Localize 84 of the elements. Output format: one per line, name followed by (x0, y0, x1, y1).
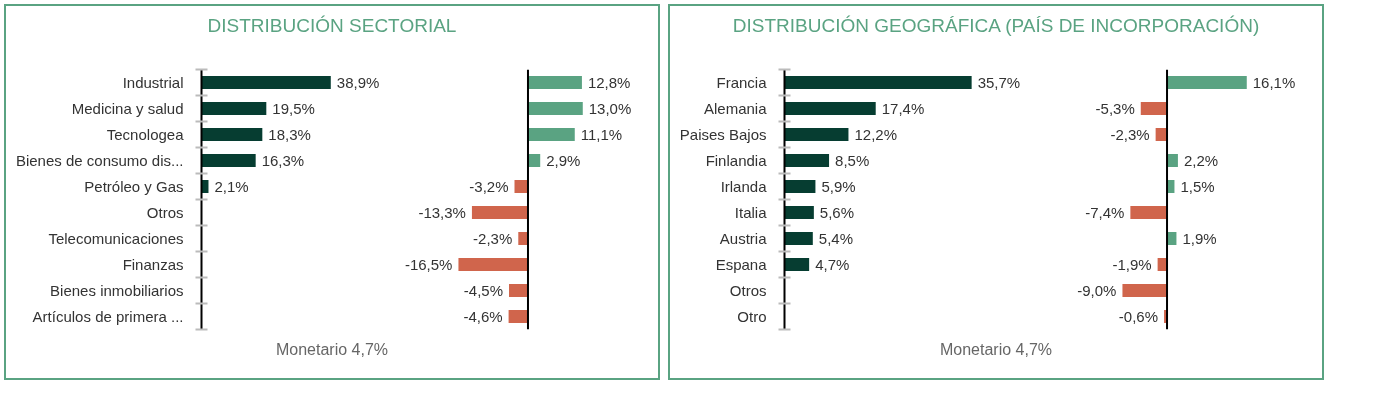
data-label: 2,2% (1183, 152, 1219, 169)
bar (514, 180, 528, 193)
bar (527, 128, 575, 141)
bar (527, 76, 582, 89)
data-label: -13,3% (418, 204, 466, 221)
data-label: -16,5% (404, 256, 453, 273)
bar (201, 154, 256, 167)
data-label: 2,9% (546, 152, 581, 169)
data-label: -9,0% (1077, 282, 1117, 299)
data-label: 11,1% (580, 126, 623, 143)
data-label: -5,3% (1095, 100, 1135, 117)
y-tick-label: Tecnologea (106, 126, 185, 143)
chart-title: DISTRIBUCIÓN SECTORIAL (207, 15, 457, 36)
data-label: -1,9% (1112, 256, 1152, 273)
y-tick-label: Otros (729, 282, 767, 299)
y-tick-label: Medicina y salud (71, 100, 184, 117)
data-label: 5,4% (818, 230, 854, 247)
y-tick-label: Irlanda (720, 178, 768, 195)
y-tick-label: Telecomunicaciones (48, 230, 184, 247)
bar (1122, 284, 1168, 297)
y-tick-label: Finlandia (705, 152, 768, 169)
data-label: -4,5% (463, 282, 504, 299)
bar (508, 310, 528, 323)
bar (471, 206, 528, 219)
data-label: 12,2% (854, 126, 897, 143)
bar (518, 232, 528, 245)
bar (458, 258, 528, 271)
data-label: 4,7% (815, 256, 850, 273)
y-tick-label: Artículos de primera ... (32, 308, 184, 325)
data-label: 18,3% (268, 126, 311, 143)
bar (784, 154, 830, 167)
data-label: 1,5% (1180, 178, 1215, 195)
y-tick-label: Italia (734, 204, 768, 221)
bar (527, 154, 541, 167)
data-label: -3,2% (469, 178, 509, 195)
data-label: -2,3% (473, 230, 513, 247)
text: Monetario 4,7% (275, 340, 389, 360)
data-label: 5,6% (819, 204, 855, 221)
y-tick-label: Bienes de consumo dis... (15, 152, 184, 169)
data-label: 16,3% (261, 152, 305, 169)
bar (784, 76, 972, 89)
data-label: 5,9% (821, 178, 856, 195)
bar (784, 128, 849, 141)
bar (1167, 76, 1247, 89)
y-tick-label: Alemania (703, 100, 768, 117)
bar (509, 284, 528, 297)
y-tick-label: Petróleo y Gas (84, 178, 184, 195)
bar (784, 206, 814, 219)
data-label: 38,9% (336, 74, 380, 91)
y-tick-label: Otros (146, 204, 184, 221)
data-label: 12,8% (587, 74, 631, 91)
bar (1140, 102, 1168, 115)
text: Monetario 4,7% (939, 340, 1053, 360)
y-tick-label: Espana (715, 256, 768, 273)
bar (201, 128, 263, 141)
bar (1167, 154, 1178, 167)
data-label: 16,1% (1252, 74, 1296, 91)
data-label: -0,6% (1118, 308, 1159, 325)
data-label: 17,4% (881, 100, 925, 117)
data-label: 8,5% (835, 152, 870, 169)
bar (784, 258, 810, 271)
y-tick-label: Bienes inmobiliarios (50, 282, 184, 299)
y-tick-label: Finanzas (122, 256, 184, 273)
data-label: -7,4% (1085, 204, 1125, 221)
bar (201, 76, 331, 89)
data-label: 19,5% (272, 100, 315, 117)
bar (201, 102, 267, 115)
y-tick-label: Industrial (122, 74, 184, 91)
data-label: 35,7% (977, 74, 1021, 91)
chart-title: DISTRIBUCIÓN GEOGRÁFICA (PAÍS DE INCORPORACIÓN) (732, 15, 1260, 36)
y-tick-label: Otro (737, 308, 767, 325)
bar (784, 180, 816, 193)
data-label: -4,6% (463, 308, 503, 325)
y-tick-label: Francia (716, 74, 768, 91)
data-label: -2,3% (1110, 126, 1150, 143)
data-label: 13,0% (588, 100, 632, 117)
data-label: 1,9% (1182, 230, 1217, 247)
bar (784, 232, 813, 245)
y-tick-label: Austria (719, 230, 768, 247)
data-label: 2,1% (214, 178, 249, 195)
bar (784, 102, 876, 115)
bar (1130, 206, 1168, 219)
y-tick-label: Paises Bajos (679, 126, 767, 143)
bar (527, 102, 583, 115)
